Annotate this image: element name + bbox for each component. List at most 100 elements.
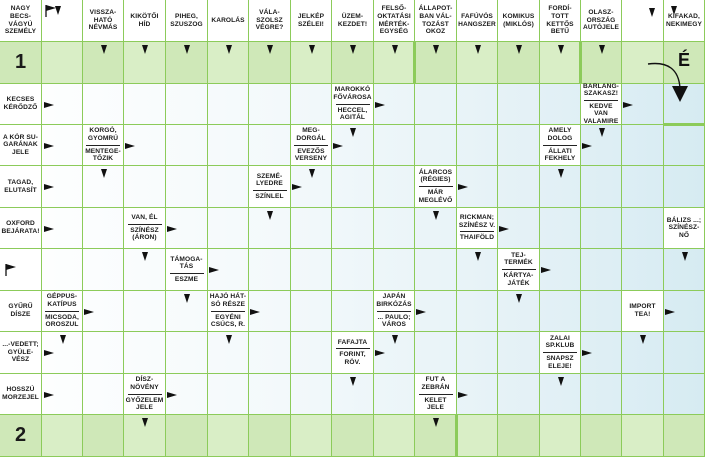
answer-cell[interactable]: [581, 374, 622, 415]
answer-cell[interactable]: [457, 84, 498, 125]
answer-cell[interactable]: [540, 166, 581, 208]
answer-cell[interactable]: [249, 249, 291, 291]
answer-cell[interactable]: [166, 84, 208, 125]
answer-cell[interactable]: [498, 166, 540, 208]
answer-cell[interactable]: [166, 125, 208, 166]
answer-cell[interactable]: [291, 291, 332, 332]
answer-cell[interactable]: [664, 374, 705, 415]
answer-cell[interactable]: [332, 415, 374, 457]
answer-cell[interactable]: [540, 208, 581, 249]
answer-cell[interactable]: [664, 332, 705, 374]
answer-cell[interactable]: [622, 415, 664, 457]
answer-cell[interactable]: [83, 208, 124, 249]
answer-cell[interactable]: [249, 208, 291, 249]
answer-cell[interactable]: [291, 208, 332, 249]
answer-cell[interactable]: [166, 166, 208, 208]
answer-cell[interactable]: [124, 84, 166, 125]
answer-cell[interactable]: [622, 332, 664, 374]
answer-cell[interactable]: [498, 84, 540, 125]
answer-cell[interactable]: [291, 415, 332, 457]
answer-cell[interactable]: [124, 125, 166, 166]
answer-cell[interactable]: [83, 374, 124, 415]
answer-cell[interactable]: [415, 125, 457, 166]
answer-cell[interactable]: [374, 166, 415, 208]
answer-cell[interactable]: [42, 374, 83, 415]
answer-cell[interactable]: [332, 208, 374, 249]
answer-cell[interactable]: [622, 208, 664, 249]
answer-cell[interactable]: [332, 249, 374, 291]
answer-cell[interactable]: [208, 249, 249, 291]
answer-cell[interactable]: [208, 332, 249, 374]
answer-cell[interactable]: [83, 332, 124, 374]
answer-cell[interactable]: [374, 84, 415, 125]
answer-cell[interactable]: [124, 166, 166, 208]
answer-cell[interactable]: [249, 332, 291, 374]
answer-cell[interactable]: [374, 332, 415, 374]
answer-cell[interactable]: [415, 291, 457, 332]
answer-cell[interactable]: [622, 249, 664, 291]
answer-cell[interactable]: [291, 332, 332, 374]
answer-cell[interactable]: [124, 291, 166, 332]
answer-cell[interactable]: [83, 84, 124, 125]
answer-cell[interactable]: [42, 415, 83, 457]
answer-cell[interactable]: [208, 166, 249, 208]
answer-cell[interactable]: [166, 291, 208, 332]
answer-cell[interactable]: [249, 84, 291, 125]
answer-cell[interactable]: [291, 166, 332, 208]
answer-cell[interactable]: [208, 125, 249, 166]
answer-cell[interactable]: [332, 291, 374, 332]
answer-cell[interactable]: [622, 84, 664, 125]
answer-cell[interactable]: [208, 208, 249, 249]
answer-cell[interactable]: [249, 415, 291, 457]
answer-cell[interactable]: [457, 374, 498, 415]
answer-cell[interactable]: [208, 415, 249, 457]
answer-cell[interactable]: [374, 374, 415, 415]
answer-cell[interactable]: [581, 166, 622, 208]
answer-cell[interactable]: [540, 84, 581, 125]
answer-cell[interactable]: [540, 415, 581, 457]
answer-cell[interactable]: [540, 291, 581, 332]
answer-cell[interactable]: [415, 84, 457, 125]
answer-cell[interactable]: [166, 332, 208, 374]
answer-cell[interactable]: [249, 374, 291, 415]
answer-cell[interactable]: [83, 415, 124, 457]
answer-cell[interactable]: [208, 374, 249, 415]
answer-cell[interactable]: [124, 332, 166, 374]
answer-cell[interactable]: [42, 42, 83, 84]
answer-cell[interactable]: [622, 166, 664, 208]
answer-cell[interactable]: [457, 166, 498, 208]
answer-cell[interactable]: [498, 291, 540, 332]
answer-cell[interactable]: [83, 249, 124, 291]
answer-cell[interactable]: [42, 166, 83, 208]
answer-cell[interactable]: [42, 249, 83, 291]
answer-cell[interactable]: [415, 249, 457, 291]
answer-cell[interactable]: [581, 415, 622, 457]
answer-cell[interactable]: [83, 291, 124, 332]
answer-cell[interactable]: [291, 84, 332, 125]
answer-cell[interactable]: [581, 125, 622, 166]
answer-cell[interactable]: [42, 208, 83, 249]
answer-cell[interactable]: [457, 291, 498, 332]
answer-cell[interactable]: [622, 125, 664, 166]
answer-cell[interactable]: [166, 415, 208, 457]
answer-cell[interactable]: [42, 332, 83, 374]
answer-cell[interactable]: [374, 125, 415, 166]
answer-cell[interactable]: [83, 166, 124, 208]
answer-cell[interactable]: [664, 166, 705, 208]
answer-cell[interactable]: [291, 249, 332, 291]
answer-cell[interactable]: [664, 415, 705, 457]
answer-cell[interactable]: [498, 208, 540, 249]
answer-cell[interactable]: [374, 249, 415, 291]
answer-cell[interactable]: [374, 415, 415, 457]
answer-cell[interactable]: [291, 42, 332, 84]
answer-cell[interactable]: [332, 166, 374, 208]
answer-cell[interactable]: [664, 125, 705, 166]
answer-cell[interactable]: [249, 291, 291, 332]
answer-cell[interactable]: [332, 374, 374, 415]
answer-cell[interactable]: [166, 208, 208, 249]
answer-cell[interactable]: [332, 125, 374, 166]
answer-cell[interactable]: [42, 125, 83, 166]
answer-cell[interactable]: [540, 249, 581, 291]
answer-cell[interactable]: [498, 125, 540, 166]
answer-cell[interactable]: [124, 249, 166, 291]
